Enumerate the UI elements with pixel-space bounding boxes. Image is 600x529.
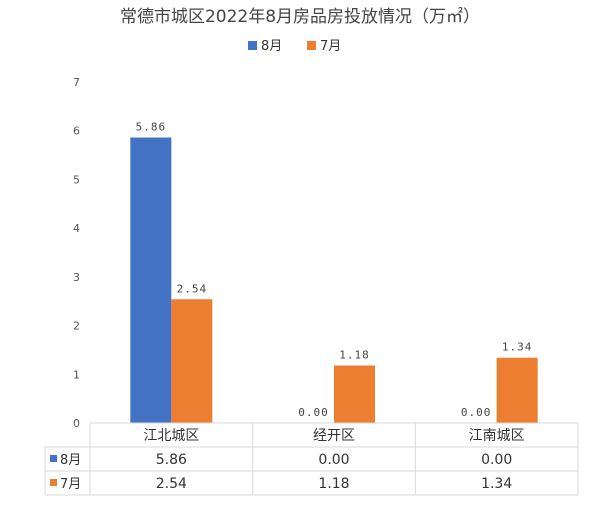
table-cell-1-1: 5.86 <box>156 452 187 468</box>
data-label-2-1: 2.54 <box>177 282 208 295</box>
bar-2-2 <box>334 365 375 423</box>
y-axis: 0 1 2 3 4 5 6 7 <box>73 76 80 430</box>
legend-swatch-2 <box>307 41 316 50</box>
y-tick-label: 4 <box>73 222 80 235</box>
data-label-1-1: 5.86 <box>136 121 167 134</box>
table-cell-2-1: 2.54 <box>156 476 187 492</box>
data-label-1-2: 0.00 <box>298 406 329 419</box>
y-tick-label: 2 <box>73 320 80 333</box>
data-label-2-3: 1.34 <box>502 341 533 354</box>
table-cell-2-2: 1.18 <box>318 476 349 492</box>
table-row-swatch-2 <box>50 479 57 486</box>
chart-title: 常德市城区2022年8月房品房投放情况（万㎡） <box>120 7 480 27</box>
legend-swatch-1 <box>248 41 257 50</box>
data-label-2-2: 1.18 <box>339 349 370 362</box>
legend-label-1: 8月 <box>261 39 282 54</box>
bar-1-1 <box>130 137 172 423</box>
bar-2-3 <box>496 357 538 423</box>
y-tick-label: 6 <box>73 125 80 138</box>
table-cell-1-2: 0.00 <box>318 452 349 468</box>
x-tick-label: 江北城区 <box>143 428 199 444</box>
y-tick-label: 0 <box>73 417 80 430</box>
bars <box>130 137 538 423</box>
x-tick-label: 江南城区 <box>469 428 525 444</box>
y-tick-label: 5 <box>73 173 80 186</box>
x-tick-label: 经开区 <box>313 428 355 444</box>
y-tick-label: 3 <box>73 271 80 284</box>
table-row-label-2: 7月 <box>60 477 81 492</box>
table-cell-1-3: 0.00 <box>481 452 512 468</box>
table-row-swatch-1 <box>50 455 57 462</box>
data-table: 江北城区 经开区 江南城区 8月 5.86 0.00 0.00 7月 2.54 1.18 1.34 <box>44 422 579 496</box>
y-tick-label: 1 <box>73 368 80 381</box>
legend-label-2: 7月 <box>320 39 341 54</box>
data-label-1-3: 0.00 <box>461 406 492 419</box>
data-labels: 5.86 2.54 0.00 1.18 0.00 1.34 <box>136 121 533 419</box>
table-cell-2-3: 1.34 <box>481 476 512 492</box>
y-tick-label: 7 <box>73 76 80 89</box>
bar-2-1 <box>171 299 213 423</box>
legend: 8月 7月 <box>248 39 341 54</box>
table-row-label-1: 8月 <box>60 453 81 468</box>
